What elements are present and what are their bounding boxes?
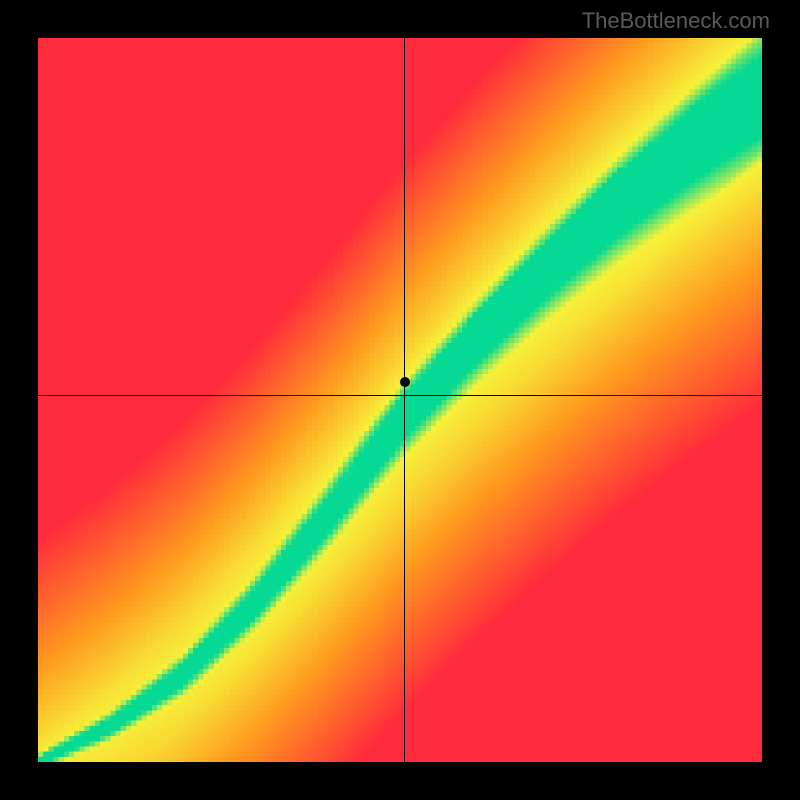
watermark-text: TheBottleneck.com xyxy=(582,8,770,34)
chart-container: TheBottleneck.com xyxy=(0,0,800,800)
crosshair-horizontal xyxy=(38,395,762,396)
crosshair-vertical xyxy=(404,38,405,762)
heatmap-plot xyxy=(38,38,762,762)
heatmap-canvas xyxy=(38,38,762,762)
data-point-marker xyxy=(400,377,410,387)
